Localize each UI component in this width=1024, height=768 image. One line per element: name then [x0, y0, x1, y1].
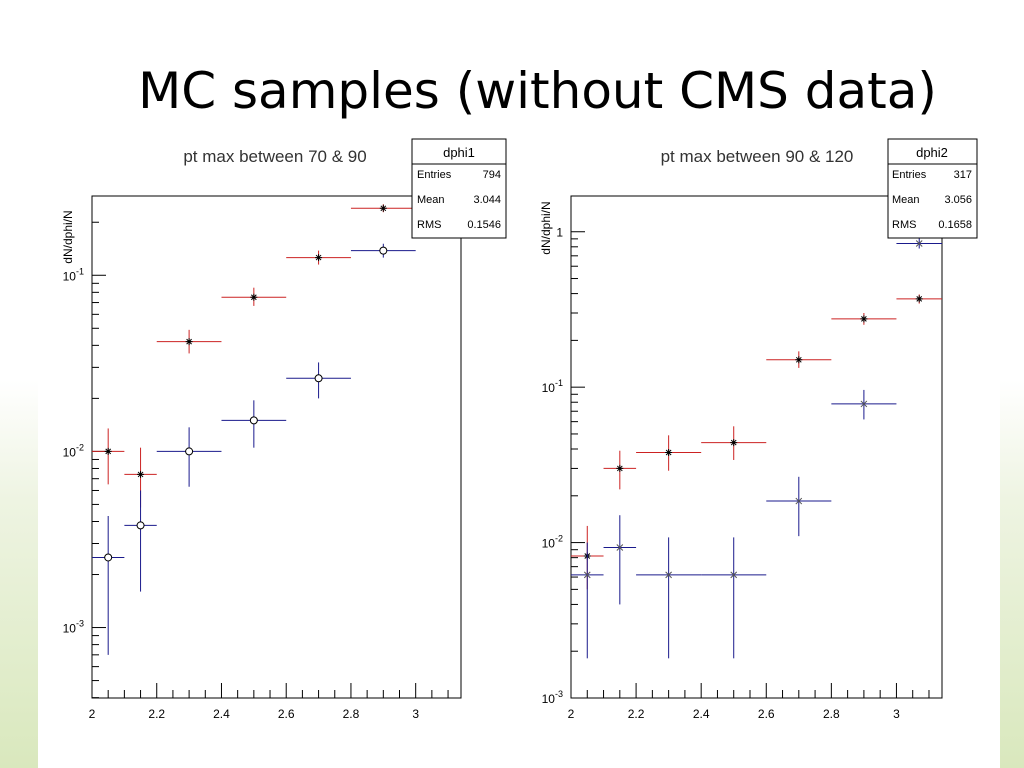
chart-2-series-2-point-3-marker — [665, 571, 672, 579]
chart-2-series-2-point-2-marker — [616, 544, 624, 551]
chart-1-x-tick-label: 2.6 — [278, 707, 295, 721]
chart-2-x-tick-label: 3 — [893, 707, 900, 721]
chart-2-stats-value-1: 3.056 — [944, 194, 972, 206]
chart-2-stats-label-2: RMS — [892, 219, 916, 231]
chart-2-series-1-point-2-marker — [616, 464, 624, 472]
chart-2-series-1-point-7 — [896, 294, 942, 304]
chart-2-marks: 2 2.2 2.4 2.6 2.8 3 1 10-1 10-2 10-3 — [542, 226, 942, 721]
chart-1-x-tick-label: 2.4 — [213, 707, 230, 721]
chart-2-stats-box: dphi2 Entries 317 Mean 3.056 RMS 0.1658 — [887, 138, 978, 239]
chart-2-stats-label-0: Entries — [892, 169, 927, 181]
chart-1-series-1-point-5-marker — [315, 254, 323, 262]
chart-2: pt max between 90 & 120 dN/dphi/N 2 2.2 2.… — [539, 138, 978, 721]
chart-2-y-tick-label: 10-3 — [542, 689, 563, 706]
chart-1-y-tick-label: 10-1 — [63, 266, 84, 283]
chart-1-ylabel: dN/dphi/N — [61, 210, 75, 263]
chart-2-x-tick-label: 2.8 — [823, 707, 840, 721]
chart-2-y-tick-label: 10-2 — [542, 534, 563, 551]
chart-2-series-1-point-3-marker — [665, 448, 673, 456]
chart-2-series-1-point-5-marker — [795, 356, 803, 364]
chart-1-series-2-point-6-marker — [379, 246, 388, 255]
chart-1-stats-value-2: 0.1546 — [467, 219, 501, 231]
chart-2-series-2-point-7 — [896, 237, 942, 249]
chart-2-series-2-point-6-marker — [860, 400, 868, 408]
chart-2-series-1-point-7-marker — [915, 295, 923, 303]
chart-1: pt max between 70 & 90 dN/dphi/N 2 2.2 2.4… — [61, 138, 507, 721]
chart-2-stats-value-2: 0.1658 — [938, 219, 972, 231]
chart-1-series-1-point-1-marker — [104, 447, 112, 455]
chart-1-series-2-point-6 — [350, 243, 416, 258]
chart-2-series-2-point-3 — [636, 537, 702, 659]
chart-1-x-tick-label: 2 — [89, 707, 96, 721]
slide-title: MC samples (without CMS data) — [138, 62, 937, 120]
chart-1-series-1-point-4-marker — [250, 293, 258, 301]
chart-2-series-2-point-5 — [766, 476, 832, 537]
chart-2-x-tick-label: 2 — [568, 707, 575, 721]
chart-2-title: pt max between 90 & 120 — [661, 147, 854, 166]
chart-2-y-tick-label: 1 — [556, 226, 563, 240]
chart-2-series-2-point-1 — [571, 542, 604, 659]
chart-1-x-tick-label: 2.2 — [148, 707, 165, 721]
chart-1-series-2-point-2 — [124, 490, 157, 592]
chart-1-series-1-point-3-marker — [185, 338, 193, 346]
chart-1-series-1-point-6-marker — [379, 204, 387, 212]
chart-2-frame — [570, 195, 943, 699]
chart-1-series-1-point-6 — [350, 204, 416, 213]
chart-1-stats-value-1: 3.044 — [473, 194, 501, 206]
chart-2-ylabel: dN/dphi/N — [539, 201, 553, 254]
chart-1-y-tick-label: 10-2 — [63, 442, 84, 459]
chart-2-series-1-point-5 — [766, 351, 832, 368]
chart-2-series-1-point-2 — [603, 450, 637, 490]
chart-2-stats-value-0: 317 — [954, 169, 972, 181]
chart-1-series-1-point-2-marker — [137, 470, 145, 478]
chart-2-series-2-point-4 — [701, 537, 767, 659]
chart-2-y-tick-label: 10-1 — [542, 378, 563, 395]
chart-1-y-tick-label: 10-3 — [63, 619, 84, 636]
chart-1-stats-name: dphi1 — [443, 145, 475, 160]
chart-1-series-2-point-5-marker — [314, 374, 323, 383]
chart-1-series-2-point-3 — [156, 427, 222, 487]
chart-1-x-tick-label: 3 — [412, 707, 419, 721]
chart-2-stats-label-1: Mean — [892, 194, 920, 206]
chart-1-stats-value-0: 794 — [483, 169, 501, 181]
chart-1-series-2-point-1 — [92, 515, 125, 655]
chart-2-series-2-point-6 — [831, 389, 897, 420]
chart-2-x-tick-label: 2.6 — [758, 707, 775, 721]
chart-2-series-1-point-6-marker — [860, 315, 868, 323]
chart-1-series-2-point-1-marker — [104, 553, 113, 562]
chart-2-series-1-point-6 — [831, 313, 897, 325]
chart-1-series-1-point-1 — [92, 428, 125, 485]
chart-2-series-2-point-4-marker — [730, 571, 738, 579]
chart-1-series-2-point-5 — [286, 362, 351, 399]
chart-2-series-2-point-2 — [603, 515, 637, 605]
chart-1-series-1-point-3 — [156, 329, 222, 354]
chart-2-x-tick-label: 2.4 — [693, 707, 710, 721]
chart-1-marks: 2 2.2 2.4 2.6 2.8 3 10-1 10-2 10-3 — [63, 204, 449, 721]
chart-1-series-2-point-3-marker — [185, 447, 194, 456]
chart-2-stats-name: dphi2 — [916, 145, 948, 160]
chart-2-series-2-point-5-marker — [795, 497, 803, 505]
chart-1-stats-label-1: Mean — [417, 194, 445, 206]
chart-2-series-2-point-7-marker — [915, 240, 923, 247]
chart-1-frame — [91, 195, 462, 699]
chart-1-series-1-point-4 — [221, 287, 287, 306]
chart-1-stats-label-2: RMS — [417, 219, 441, 231]
chart-1-series-2-point-4-marker — [249, 416, 258, 425]
chart-2-x-tick-label: 2.2 — [628, 707, 645, 721]
chart-2-series-1-point-4 — [701, 426, 767, 460]
chart-1-series-2-point-4 — [221, 400, 287, 448]
chart-1-x-tick-label: 2.8 — [343, 707, 360, 721]
chart-2-series-1-point-3 — [636, 435, 702, 471]
chart-2-series-1-point-4-marker — [730, 439, 738, 447]
chart-1-stats-box: dphi1 Entries 794 Mean 3.044 RMS 0.1546 — [411, 138, 507, 239]
chart-1-series-1-point-5 — [286, 250, 351, 265]
chart-1-title: pt max between 70 & 90 — [183, 147, 366, 166]
chart-1-stats-label-0: Entries — [417, 169, 452, 181]
chart-2-series-2-point-1-marker — [583, 571, 591, 579]
chart-1-series-2-point-2-marker — [136, 521, 145, 530]
